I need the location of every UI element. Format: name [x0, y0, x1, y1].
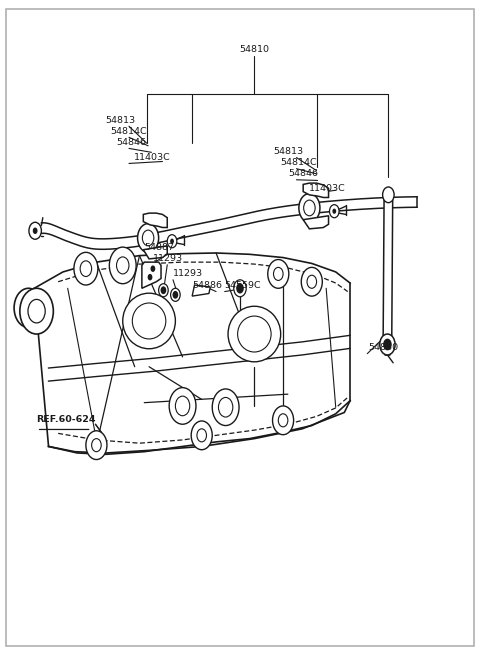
Circle shape	[22, 299, 35, 317]
Circle shape	[170, 238, 174, 244]
Circle shape	[380, 334, 395, 355]
Circle shape	[301, 267, 323, 296]
Text: 11293: 11293	[153, 253, 183, 263]
Circle shape	[169, 388, 196, 424]
Circle shape	[117, 257, 129, 274]
Text: 54813: 54813	[105, 116, 135, 125]
Polygon shape	[144, 246, 167, 259]
Circle shape	[172, 291, 178, 299]
Circle shape	[14, 288, 43, 328]
Text: 54846: 54846	[288, 170, 318, 178]
Circle shape	[383, 339, 392, 350]
Circle shape	[167, 234, 177, 248]
Polygon shape	[303, 215, 328, 229]
Polygon shape	[144, 213, 167, 227]
Circle shape	[299, 194, 320, 222]
Text: 54559C: 54559C	[225, 280, 261, 290]
Circle shape	[151, 265, 156, 272]
Circle shape	[158, 284, 168, 297]
Circle shape	[160, 286, 166, 294]
Circle shape	[86, 431, 107, 460]
Circle shape	[329, 204, 339, 217]
Polygon shape	[192, 285, 210, 296]
Text: 54830: 54830	[368, 343, 398, 352]
Circle shape	[138, 223, 158, 252]
Circle shape	[170, 288, 180, 301]
Text: 54886: 54886	[192, 280, 222, 290]
Text: 54814C: 54814C	[110, 127, 146, 136]
Polygon shape	[303, 183, 328, 197]
Text: 54810: 54810	[240, 45, 269, 54]
Circle shape	[109, 247, 136, 284]
Circle shape	[28, 299, 45, 323]
Ellipse shape	[123, 293, 175, 348]
Polygon shape	[383, 200, 393, 345]
Text: 54813: 54813	[274, 147, 304, 157]
Text: 11403C: 11403C	[134, 153, 170, 162]
Text: REF.60-624: REF.60-624	[36, 415, 96, 424]
Circle shape	[175, 396, 190, 416]
Ellipse shape	[132, 303, 166, 339]
Text: 11293: 11293	[173, 269, 203, 278]
Circle shape	[218, 398, 233, 417]
Circle shape	[274, 267, 283, 280]
Text: 54887: 54887	[144, 244, 174, 252]
Circle shape	[29, 222, 41, 239]
Polygon shape	[34, 253, 350, 455]
Circle shape	[197, 429, 206, 442]
Ellipse shape	[228, 307, 281, 362]
Circle shape	[268, 259, 289, 288]
Text: 11403C: 11403C	[310, 184, 346, 193]
Ellipse shape	[238, 316, 271, 352]
Circle shape	[304, 200, 315, 215]
Circle shape	[20, 288, 53, 334]
Text: 54846: 54846	[117, 138, 146, 147]
Circle shape	[383, 187, 394, 202]
Circle shape	[33, 227, 37, 234]
Circle shape	[191, 421, 212, 450]
Circle shape	[80, 261, 92, 276]
Circle shape	[92, 439, 101, 452]
Circle shape	[234, 280, 246, 297]
Circle shape	[307, 275, 317, 288]
Circle shape	[273, 406, 294, 435]
Circle shape	[143, 230, 154, 246]
Polygon shape	[142, 262, 161, 288]
Circle shape	[148, 274, 153, 280]
Circle shape	[74, 252, 98, 285]
Circle shape	[332, 208, 336, 214]
Text: 54814C: 54814C	[281, 159, 317, 168]
Circle shape	[212, 389, 239, 426]
Circle shape	[236, 283, 244, 293]
Circle shape	[278, 414, 288, 427]
